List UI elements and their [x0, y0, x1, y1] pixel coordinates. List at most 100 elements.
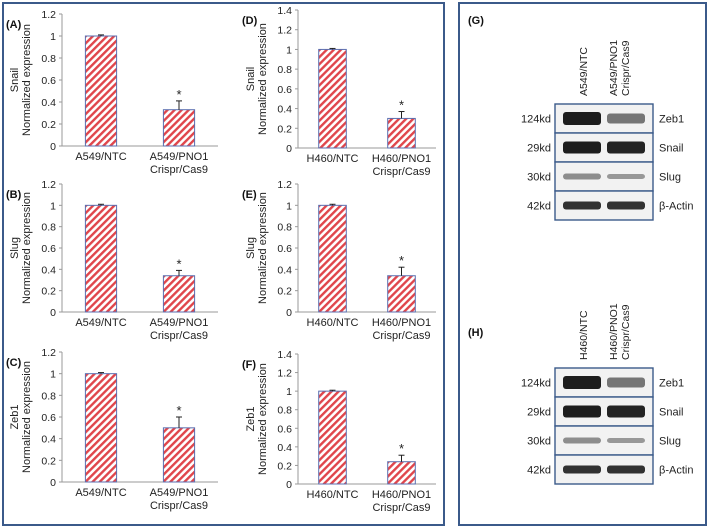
significance-marker: *: [176, 403, 181, 418]
x-tick-label: A549/NTC: [75, 317, 126, 329]
chart-panel: (A) 0 0.2 0.4 0.6 0.8 1 1.2 Snail Normalized expr…: [6, 9, 218, 176]
protein-label: Slug: [659, 172, 681, 184]
y-tick-label: 1.2: [41, 179, 56, 191]
y-axis-label: Normalized expression: [257, 363, 269, 475]
bar: [387, 117, 416, 149]
panel-label: (C): [6, 357, 22, 369]
blot-band: [607, 201, 645, 210]
y-axis-gene-label: Zeb1: [245, 406, 257, 431]
y-tick-label: 1.4: [277, 5, 292, 17]
x-tick-label: A549/PNO1: [150, 151, 209, 163]
panel-label: (F): [242, 359, 256, 371]
lane-label: Crispr/Cas9: [620, 40, 632, 96]
y-tick-label: 0.4: [41, 97, 56, 109]
blot-row: [554, 425, 654, 456]
protein-label: Zeb1: [659, 114, 684, 126]
protein-label: Slug: [659, 436, 681, 448]
x-tick-label: A549/NTC: [75, 151, 126, 163]
y-tick-label: 0.8: [277, 222, 292, 234]
y-axis-label: Normalized expression: [257, 192, 269, 304]
y-tick-label: 1: [50, 200, 56, 212]
y-tick-label: 0.8: [41, 222, 56, 234]
blot-band: [607, 141, 645, 154]
blot-band: [563, 173, 601, 180]
y-axis-gene-label: Snail: [9, 68, 21, 92]
y-tick-label: 1.2: [41, 347, 56, 359]
y-tick-label: 0.6: [41, 243, 56, 255]
y-tick-label: 0.6: [277, 243, 292, 255]
y-axis-label: Normalized expression: [257, 23, 269, 135]
y-tick-label: 0.2: [41, 286, 56, 298]
bar-charts-frame: [2, 2, 445, 526]
x-tick-label: A549/NTC: [75, 487, 126, 499]
x-tick-label: H460/NTC: [307, 153, 359, 165]
lane-label: H460/NTC: [578, 310, 590, 360]
molecular-weight-label: 42kd: [527, 465, 551, 477]
y-tick-label: 1: [286, 386, 292, 398]
bar: [84, 35, 118, 147]
y-tick-label: 0.8: [41, 390, 56, 402]
y-tick-label: 0: [50, 307, 56, 319]
molecular-weight-label: 29kd: [527, 143, 551, 155]
x-tick-label: Crispr/Cas9: [372, 166, 430, 178]
molecular-weight-label: 30kd: [527, 172, 551, 184]
blot-band: [607, 174, 645, 179]
x-tick-label: Crispr/Cas9: [150, 164, 208, 176]
blot-band: [563, 141, 601, 154]
chart-panel: (D) 0 0.2 0.4 0.6 0.8 1 1.2 1.4 Snail Normalized e…: [242, 5, 436, 178]
y-tick-label: 0.4: [41, 264, 56, 276]
chart-panel: (E) 0 0.2 0.4 0.6 0.8 1 1.2 Slug Normalized expre…: [242, 179, 436, 342]
y-tick-label: 0: [50, 477, 56, 489]
x-tick-label: H460/PNO1: [372, 153, 431, 165]
molecular-weight-label: 30kd: [527, 436, 551, 448]
panel-label: (H): [468, 327, 484, 339]
y-tick-label: 0.6: [277, 423, 292, 435]
x-tick-label: H460/NTC: [307, 317, 359, 329]
bar: [387, 275, 416, 313]
blot-band: [563, 112, 601, 125]
y-tick-label: 0: [286, 307, 292, 319]
y-tick-label: 0.4: [277, 104, 292, 116]
y-tick-label: 0.8: [277, 405, 292, 417]
bar: [84, 204, 118, 313]
significance-marker: *: [399, 98, 404, 113]
y-tick-label: 1: [286, 44, 292, 56]
x-tick-label: A549/PNO1: [150, 317, 209, 329]
protein-label: Snail: [659, 407, 683, 419]
blot-band: [563, 405, 601, 418]
bar: [318, 390, 347, 485]
y-tick-label: 1.2: [41, 9, 56, 21]
blot-band: [607, 405, 645, 418]
panel-label: (A): [6, 19, 22, 31]
y-tick-label: 0.2: [277, 123, 292, 135]
y-tick-label: 0.6: [41, 412, 56, 424]
y-tick-label: 0.2: [277, 286, 292, 298]
y-axis-gene-label: Zeb1: [9, 404, 21, 429]
blot-band: [563, 465, 601, 474]
molecular-weight-label: 42kd: [527, 201, 551, 213]
x-tick-label: Crispr/Cas9: [372, 502, 430, 514]
lane-label: Crispr/Cas9: [620, 304, 632, 360]
bar: [84, 373, 118, 483]
blot-band: [563, 437, 601, 444]
lane-label: A549/PNO1: [608, 40, 620, 96]
lane-label: H460/PNO1: [608, 303, 620, 360]
y-tick-label: 1.2: [277, 25, 292, 37]
y-tick-label: 0.4: [41, 434, 56, 446]
panel-label: (G): [468, 15, 484, 27]
y-tick-label: 1.2: [277, 179, 292, 191]
molecular-weight-label: 124kd: [521, 114, 551, 126]
blot-band: [563, 376, 601, 389]
x-tick-label: H460/PNO1: [372, 489, 431, 501]
y-tick-label: 0: [50, 141, 56, 153]
x-tick-label: Crispr/Cas9: [150, 330, 208, 342]
significance-marker: *: [176, 256, 181, 271]
x-tick-label: Crispr/Cas9: [372, 330, 430, 342]
blot-band: [607, 113, 645, 124]
y-tick-label: 1: [286, 200, 292, 212]
blot-band: [607, 438, 645, 443]
chart-panel: (C) 0 0.2 0.4 0.6 0.8 1 1.2 Zeb1 Normalized expre…: [6, 347, 218, 512]
blot-panel: (H) H460/NTC H460/PNO1 Crispr/Cas9 124kd Zeb1…: [468, 303, 693, 485]
protein-label: Zeb1: [659, 378, 684, 390]
